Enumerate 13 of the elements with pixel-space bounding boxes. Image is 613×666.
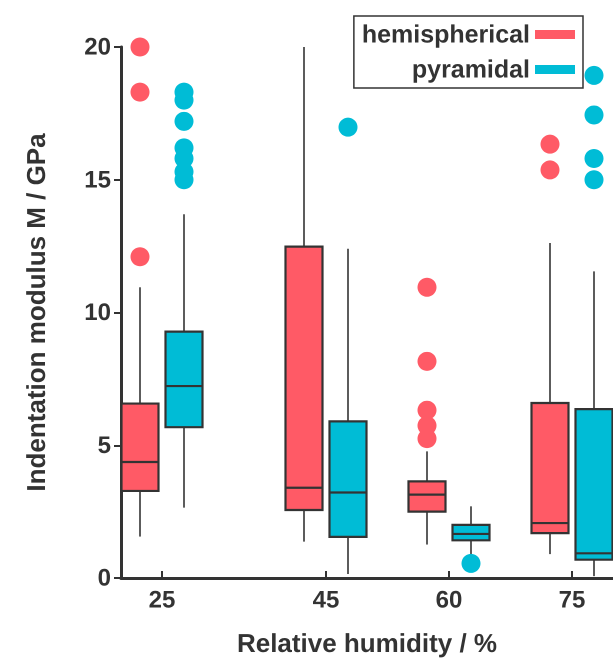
x-tick-label: 75	[558, 586, 586, 614]
y-tick-label: 10	[84, 299, 111, 326]
x-tick-label: 25	[148, 586, 176, 614]
x-tick-label: 60	[436, 586, 462, 614]
y-tick-label: 20	[84, 34, 111, 60]
x-axis-title: Relative humidity / %	[236, 628, 498, 658]
y-axis-title: Indentation modulus M / GPa	[21, 132, 51, 492]
x-tick-label: 45	[312, 586, 340, 614]
legend-label: hemispherical	[362, 20, 530, 48]
legend-label: pyramidal	[412, 56, 530, 84]
y-tick-label: 0	[98, 564, 111, 592]
y-tick-label: 5	[98, 432, 111, 459]
y-tick-label: 15	[84, 166, 111, 194]
